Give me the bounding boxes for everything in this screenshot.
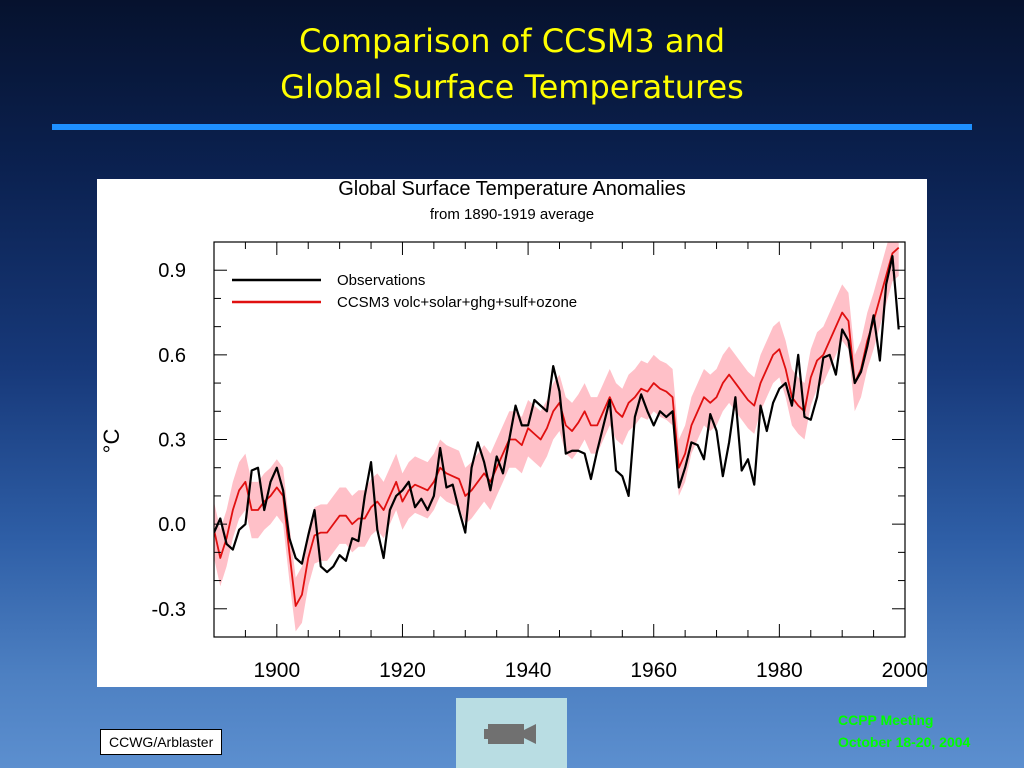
chart-panel: Global Surface Temperature Anomalies fro… xyxy=(97,179,927,687)
legend-label-observations: Observations xyxy=(337,272,425,289)
series-line-observations xyxy=(214,255,900,574)
y-axis-label: °C xyxy=(99,429,124,454)
axes: 1900 1920 1940 1960 1980 2000 -0.3 0.0 0.3 0.6 0.9 xyxy=(152,241,927,682)
x-tick-label: 1920 xyxy=(379,659,426,682)
slide-title: Comparison of CCSM3 and Global Surface T… xyxy=(0,18,1024,110)
meeting-info: CCPP Meeting October 18-20, 2004 xyxy=(838,709,970,753)
slide-title-line2: Global Surface Temperatures xyxy=(280,68,744,106)
y-tick-label: 0.0 xyxy=(158,514,186,536)
model-spread-band xyxy=(214,242,899,632)
x-tick-label: 1980 xyxy=(756,659,803,682)
x-tick-label: 1900 xyxy=(253,659,300,682)
chart: Global Surface Temperature Anomalies fro… xyxy=(99,179,927,682)
plot-area xyxy=(214,242,900,632)
legend-label-ccsm3: CCSM3 volc+solar+ghg+sulf+ozone xyxy=(337,294,577,311)
y-tick-label: 0.3 xyxy=(158,430,186,452)
title-divider xyxy=(52,124,972,130)
chart-subtitle: from 1890-1919 average xyxy=(430,206,594,223)
y-tick-label: 0.6 xyxy=(158,345,186,367)
y-tick-label: 0.9 xyxy=(158,260,186,282)
x-tick-label: 2000 xyxy=(882,659,927,682)
meeting-name: CCPP Meeting xyxy=(838,712,934,728)
y-tick-label: -0.3 xyxy=(152,599,186,621)
meeting-date: October 18-20, 2004 xyxy=(838,734,971,750)
series-line-ccsm3 xyxy=(214,246,900,607)
legend: Observations CCSM3 volc+solar+ghg+sulf+o… xyxy=(232,272,577,311)
media-panel[interactable] xyxy=(456,698,567,768)
x-tick-label: 1940 xyxy=(505,659,552,682)
x-tick-label: 1960 xyxy=(630,659,677,682)
slide-title-line1: Comparison of CCSM3 and xyxy=(298,22,726,60)
video-camera-icon[interactable] xyxy=(484,721,540,747)
chart-title: Global Surface Temperature Anomalies xyxy=(338,179,686,200)
credit-label: CCWG/Arblaster xyxy=(100,729,223,755)
